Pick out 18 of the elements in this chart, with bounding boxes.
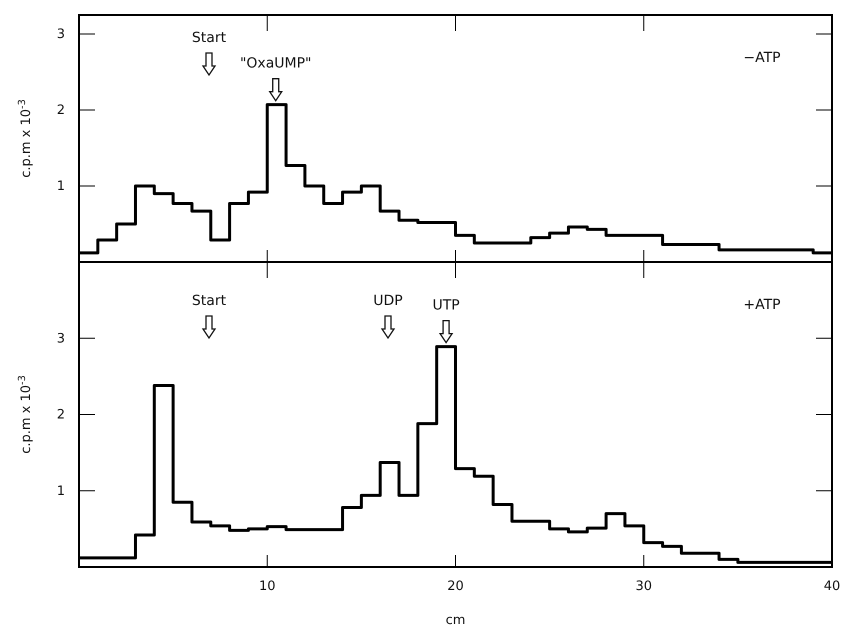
x-tick-label: 30: [635, 579, 652, 594]
x-tick-label: 20: [447, 579, 464, 594]
annotation: −ATP: [743, 50, 781, 66]
y-tick-label: 1: [56, 484, 65, 499]
annotation: Start: [192, 293, 227, 309]
y-tick-label: 1: [56, 179, 65, 194]
annotation: +ATP: [743, 297, 781, 313]
y-tick-label: 2: [56, 408, 65, 423]
annotation: UTP: [432, 298, 460, 314]
annotation: UDP: [373, 293, 403, 309]
annotation: Start: [192, 30, 227, 46]
y-tick-label: 2: [56, 103, 65, 118]
x-tick-label: 10: [258, 579, 276, 594]
x-axis-title: cm: [446, 613, 466, 628]
annotation: "OxaUMP": [240, 56, 312, 72]
x-tick-label: 40: [824, 579, 840, 594]
y-tick-label: 3: [56, 331, 65, 346]
y-tick-label: 3: [56, 27, 65, 42]
